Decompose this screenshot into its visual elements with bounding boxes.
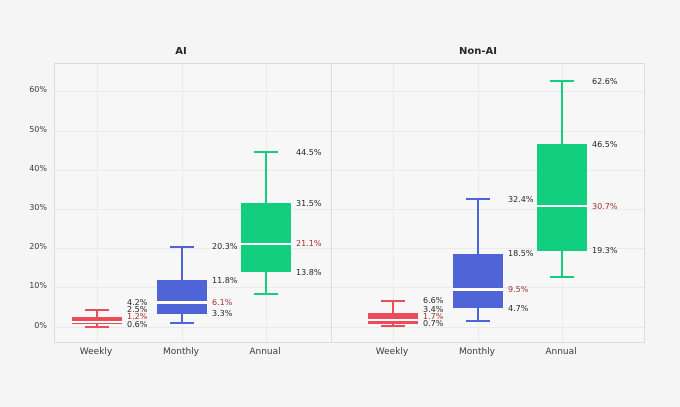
ai-weekly-median-line <box>72 320 122 324</box>
panel-title-non-ai: Non-AI <box>459 46 497 57</box>
y-tick-label: 50% <box>29 124 47 134</box>
ai-weekly-q3-label: 2.5% <box>127 305 148 315</box>
non-ai-annual-whisker-cap-top <box>550 80 574 83</box>
non-ai-annual-median-label: 30.7% <box>592 201 618 211</box>
y-tick-label: 30% <box>29 202 47 212</box>
x-tick-label-annual: Annual <box>249 347 281 357</box>
x-gridline <box>97 64 98 342</box>
ai-monthly-whisker_high-label: 20.3% <box>212 242 238 252</box>
x-tick-label-annual: Annual <box>545 347 577 357</box>
ai-annual-whisker-cap-bottom <box>254 292 278 295</box>
ai-annual-q3-label: 31.5% <box>296 198 322 208</box>
y-tick-label: 10% <box>29 281 47 291</box>
ai-annual-q1-label: 13.8% <box>296 267 322 277</box>
non-ai-monthly-box <box>453 253 503 309</box>
non-ai-monthly-whisker-cap-bottom <box>466 319 490 322</box>
non-ai-weekly-q3-label: 3.4% <box>423 304 444 314</box>
plot-area: 4.2% 2.5% 1.2% 0.6% 20.3% 11.8% 6.1% 3.3% 44.5% 3… <box>54 63 645 343</box>
non-ai-annual-whisker-cap-bottom <box>550 275 574 278</box>
ai-monthly-whisker-cap-top <box>170 245 194 248</box>
x-tick-label-weekly: Weekly <box>79 347 113 357</box>
non-ai-weekly-median-label: 1.7% <box>423 311 444 321</box>
ai-monthly-box <box>157 280 207 314</box>
ai-monthly-q3-label: 11.8% <box>212 275 238 285</box>
panel-title-ai: AI <box>175 46 187 57</box>
y-gridline <box>55 326 644 328</box>
ai-weekly-whisker-cap-top <box>85 309 109 312</box>
ai-weekly-median-label: 1.2% <box>127 312 148 322</box>
y-gridline <box>55 169 644 171</box>
non-ai-weekly-q1-label: 0.7% <box>423 319 444 329</box>
y-gridline <box>55 91 644 93</box>
non-ai-monthly-median-label: 9.5% <box>508 284 529 294</box>
ai-weekly-whisker_high-label: 4.2% <box>127 297 148 307</box>
x-tick-label-monthly: Monthly <box>458 347 496 357</box>
ai-annual-whisker_high-label: 44.5% <box>296 147 322 157</box>
ai-monthly-median-line <box>157 301 207 304</box>
y-gridline <box>55 130 644 132</box>
ai-annual-median-label: 21.1% <box>296 239 322 249</box>
ai-weekly-q1-label: 0.6% <box>127 319 148 329</box>
non-ai-annual-box <box>537 144 587 251</box>
non-ai-monthly-whisker_high-label: 32.4% <box>508 194 534 204</box>
ai-monthly-median-label: 6.1% <box>212 298 233 308</box>
x-gridline <box>393 64 394 342</box>
non-ai-weekly-whisker-cap-bottom <box>381 325 405 328</box>
non-ai-monthly-median-line <box>453 288 503 291</box>
non-ai-annual-q3-label: 46.5% <box>592 139 618 149</box>
non-ai-annual-median-line <box>537 204 587 208</box>
ai-monthly-whisker-cap-bottom <box>170 321 194 324</box>
y-tick-label: 40% <box>29 163 47 173</box>
ai-weekly-whisker-cap-bottom <box>85 325 109 328</box>
ai-annual-whisker-cap-top <box>254 151 278 154</box>
non-ai-annual-whisker_high-label: 62.6% <box>592 76 618 86</box>
x-gridline <box>182 64 183 342</box>
y-gridline <box>55 248 644 250</box>
y-tick-label: 60% <box>29 85 47 95</box>
non-ai-weekly-median-line <box>368 318 418 322</box>
non-ai-monthly-whisker-cap-top <box>466 198 490 201</box>
ai-monthly-q1-label: 3.3% <box>212 309 233 319</box>
non-ai-weekly-box <box>368 313 418 324</box>
ai-annual-box <box>241 203 291 273</box>
non-ai-monthly-q1-label: 4.7% <box>508 303 529 313</box>
non-ai-annual-q1-label: 19.3% <box>592 246 618 256</box>
ai-annual-median-line <box>241 242 291 246</box>
x-tick-label-monthly: Monthly <box>162 347 200 357</box>
x-tick-label-weekly: Weekly <box>375 347 409 357</box>
ai-weekly-box <box>72 316 122 325</box>
non-ai-weekly-whisker_high-label: 6.6% <box>423 296 444 306</box>
y-tick-label: 20% <box>29 242 47 252</box>
non-ai-monthly-q3-label: 18.5% <box>508 249 534 259</box>
y-gridline <box>55 287 644 289</box>
y-gridline <box>55 208 644 210</box>
panel-divider <box>331 64 332 342</box>
non-ai-weekly-whisker-cap-top <box>381 299 405 302</box>
y-tick-label: 0% <box>34 320 47 330</box>
